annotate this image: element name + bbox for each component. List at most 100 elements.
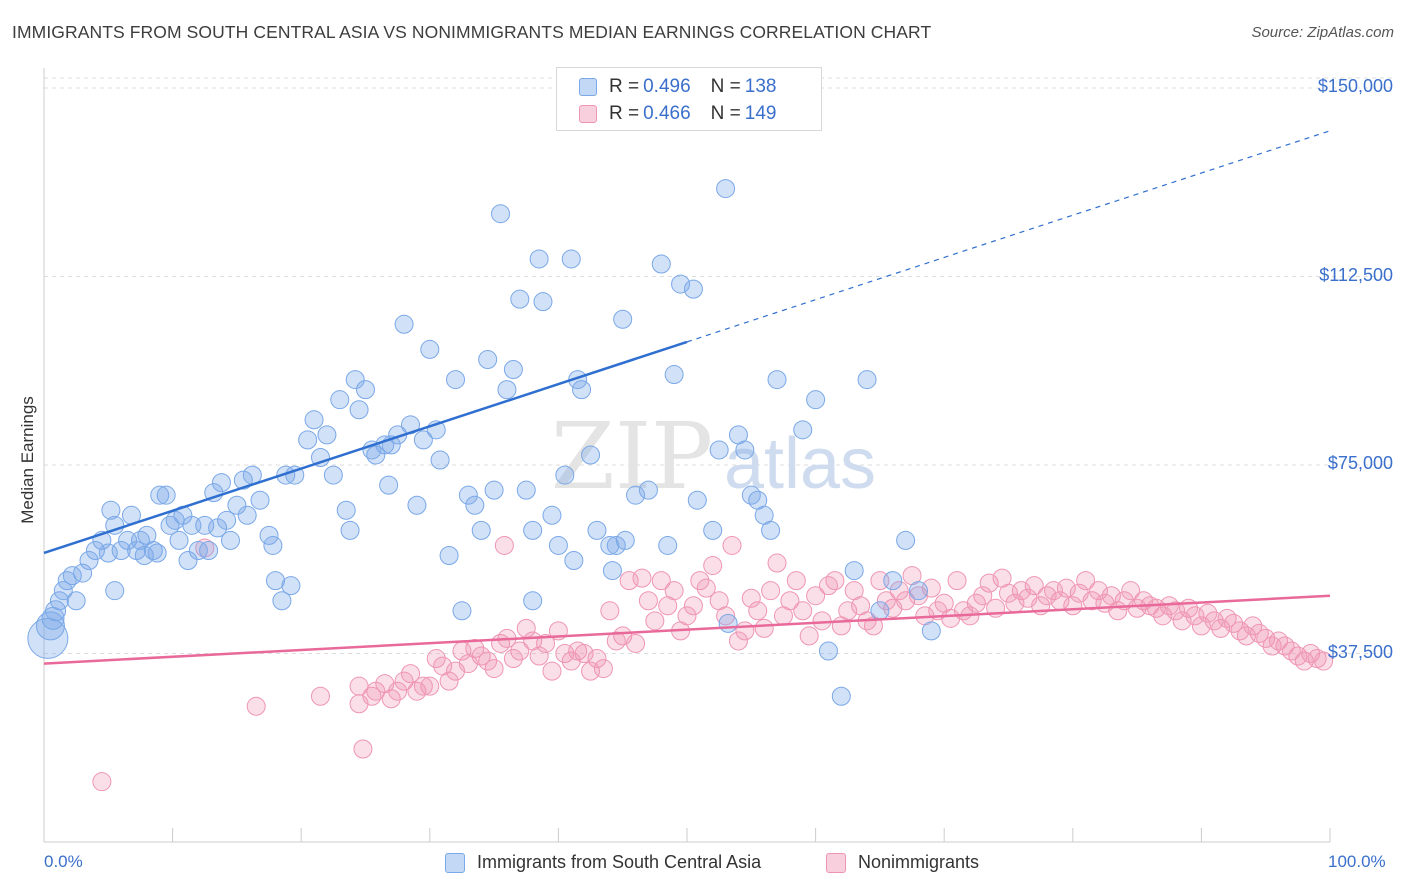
immigrant-point — [204, 483, 224, 503]
nonimmigrant-point — [1121, 581, 1141, 601]
immigrant-point — [564, 551, 584, 571]
nonimmigrant-point — [818, 576, 838, 596]
nonimmigrant-point — [1089, 581, 1109, 601]
nonimmigrant-point — [484, 659, 504, 679]
immigrant-point — [281, 576, 301, 596]
immigrant-point — [651, 254, 671, 274]
chart-title: IMMIGRANTS FROM SOUTH CENTRAL ASIA VS NO… — [12, 22, 932, 42]
immigrant-point — [169, 530, 189, 550]
immigrant-point — [111, 540, 131, 560]
nonimmigrant-point — [664, 581, 684, 601]
legend-n-label: N = — [710, 76, 741, 97]
bottom-legend-label-nonimmigrants: Nonimmigrants — [858, 852, 980, 872]
immigrant-point — [709, 440, 729, 460]
nonimmigrant-point — [1224, 613, 1244, 633]
immigrant-point — [304, 410, 324, 430]
immigrant-point — [602, 561, 622, 581]
immigrant-point — [671, 274, 691, 294]
nonimmigrant-point — [362, 686, 382, 706]
nonimmigrant-point — [246, 696, 266, 716]
nonimmigrant-point — [1024, 576, 1044, 596]
nonimmigrant-point — [529, 646, 549, 666]
immigrant-point — [533, 292, 553, 312]
immigrant-point — [349, 400, 369, 420]
nonimmigrant-point — [767, 553, 787, 573]
nonimmigrant-point — [381, 689, 401, 709]
immigrant-point — [250, 490, 270, 510]
nonimmigrant-point — [407, 681, 427, 701]
nonimmigrant-point — [1243, 616, 1263, 636]
immigrant-point — [217, 510, 237, 530]
immigrant-point — [446, 370, 466, 390]
nonimmigrant-point — [786, 571, 806, 591]
nonimmigrant-point — [353, 739, 373, 759]
nonimmigrant-point — [677, 606, 697, 626]
nonimmigrant-point — [651, 571, 671, 591]
immigrant-point — [615, 530, 635, 550]
immigrant-point — [285, 465, 305, 485]
nonimmigrant-point — [1172, 611, 1192, 631]
immigrant-point — [156, 485, 176, 505]
nonimmigrant-point — [696, 578, 716, 598]
nonimmigrant-point — [741, 588, 761, 608]
nonimmigrant-point — [966, 593, 986, 613]
immigrant-point — [420, 339, 440, 359]
legend-n-label: N = — [710, 103, 741, 124]
nonimmigrant-point — [92, 772, 112, 792]
legend-row-nonimmigrants: R = 0.466 N = 149 — [579, 102, 776, 126]
nonimmigrant-point — [947, 571, 967, 591]
nonimmigrant-point — [780, 591, 800, 611]
nonimmigrant-point — [876, 591, 896, 611]
bottom-legend-swatch-pink — [826, 852, 846, 873]
immigrant-point — [263, 535, 283, 555]
nonimmigrant-point — [1281, 641, 1301, 661]
immigrant-point — [265, 571, 285, 591]
immigrant-point — [478, 349, 498, 369]
immigrant-point — [150, 485, 170, 505]
immigrant-point — [529, 249, 549, 269]
immigrant-point — [664, 365, 684, 385]
x-tick-min: 0.0% — [44, 852, 83, 871]
nonimmigrant-point — [690, 571, 710, 591]
watermark-atlas: atlas — [724, 424, 876, 504]
immigrant-point — [921, 621, 941, 641]
nonimmigrant-point — [439, 671, 459, 691]
immigrants-trend-extension — [686, 130, 1331, 343]
nonimmigrant-point — [606, 631, 626, 651]
immigrant-point — [703, 520, 723, 540]
immigrant-point — [658, 535, 678, 555]
nonimmigrant-point — [1249, 623, 1269, 643]
immigrant-point — [105, 581, 125, 601]
immigrant-point — [687, 490, 707, 510]
nonimmigrant-point — [973, 586, 993, 606]
immigrant-point — [233, 470, 253, 490]
nonimmigrant-point — [683, 596, 703, 616]
immigrant-point — [458, 485, 478, 505]
immigrant-point — [510, 289, 530, 309]
immigrant-point — [73, 563, 93, 583]
immigrant-point — [57, 571, 77, 591]
nonimmigrant-point — [478, 651, 498, 671]
immigrant-point — [105, 515, 125, 535]
immigrants-points — [27, 179, 941, 706]
legend-r-value: 0.496 — [643, 76, 691, 97]
immigrant-point — [806, 390, 826, 410]
nonimmigrant-point — [632, 568, 652, 588]
nonimmigrant-point — [494, 535, 514, 555]
immigrant-point — [718, 613, 738, 633]
immigrant-point — [542, 505, 562, 525]
immigrant-point — [407, 495, 427, 515]
immigrant-point — [317, 425, 337, 445]
immigrant-point — [362, 440, 382, 460]
immigrant-point — [272, 591, 292, 611]
y-tick-label: $150,000 — [1317, 76, 1393, 97]
immigrant-point — [340, 520, 360, 540]
y-tick-label: $112,500 — [1319, 264, 1393, 285]
immigrants-trend-line — [43, 340, 688, 555]
immigrant-point — [561, 249, 581, 269]
nonimmigrant-point — [600, 601, 620, 621]
bottom-legend-immigrants: Immigrants from South Central Asia — [445, 852, 761, 873]
immigrant-point — [147, 543, 167, 563]
watermark-zip: ZIP — [551, 403, 713, 510]
